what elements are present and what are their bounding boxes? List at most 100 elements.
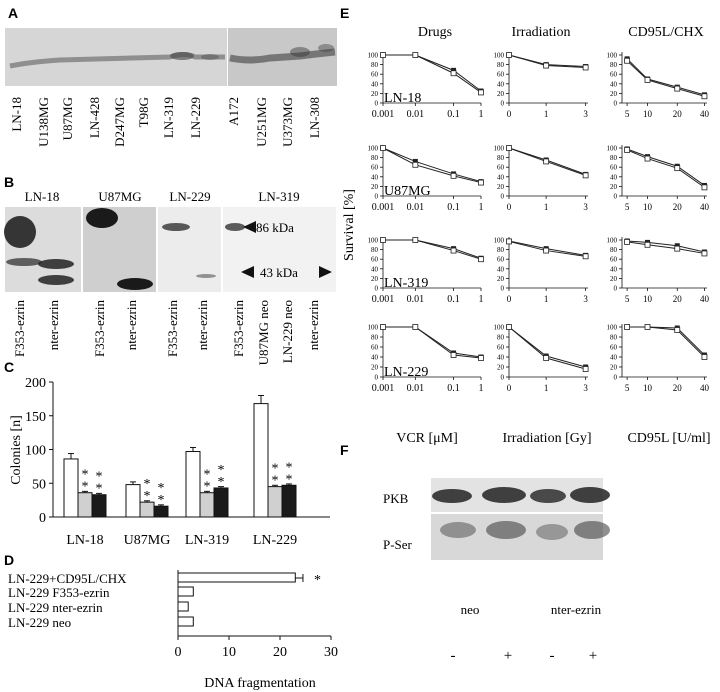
x-tick-label: 10 bbox=[643, 202, 653, 212]
significance-mark-bottom: * bbox=[144, 489, 151, 504]
x-tick-label: 0.001 bbox=[372, 383, 395, 394]
y-tick-label: 100 bbox=[368, 52, 379, 60]
lane-label-a: U251MG bbox=[254, 97, 269, 147]
y-tick-label: 100 bbox=[25, 444, 46, 459]
y-tick-label: 60 bbox=[497, 256, 505, 264]
y-tick-label: 100 bbox=[607, 324, 618, 332]
column-title: CD95L/CHX bbox=[628, 25, 703, 40]
series-line bbox=[627, 240, 705, 253]
significance-mark-top: * bbox=[82, 468, 89, 483]
y-tick-label: 20 bbox=[610, 364, 618, 372]
panel-label-b: B bbox=[4, 174, 14, 190]
data-point bbox=[380, 145, 386, 151]
pser-label: P-Ser bbox=[383, 537, 413, 552]
lane-label-a: LN-18 bbox=[9, 97, 24, 132]
y-axis-label: Colonies [n] bbox=[9, 415, 24, 485]
bar bbox=[125, 484, 141, 518]
x-tick-label: 5 bbox=[625, 383, 630, 393]
lane-label-b: nter-ezrin bbox=[46, 300, 61, 351]
data-point bbox=[478, 179, 484, 186]
marker-86-kda: 86 kDa bbox=[256, 220, 294, 235]
x-axis-label: DNA fragmentation bbox=[204, 676, 316, 691]
series-line bbox=[383, 239, 482, 259]
x-tick-label: 3 bbox=[583, 202, 588, 212]
x-tick-label: 40 bbox=[700, 109, 710, 119]
y-tick-label: 20 bbox=[610, 275, 618, 283]
y-tick-label: 80 bbox=[610, 154, 618, 162]
panel-label-c: C bbox=[4, 359, 14, 375]
y-tick-label: 80 bbox=[371, 154, 379, 162]
y-tick-label: 60 bbox=[497, 344, 505, 352]
category-label: LN-319 bbox=[185, 533, 229, 548]
x-tick-label: 0 bbox=[507, 294, 512, 304]
data-point bbox=[582, 253, 589, 260]
category-label: LN-229 F353-ezrin bbox=[8, 585, 110, 600]
arrow-86-icon bbox=[243, 221, 256, 233]
panel-a-blot bbox=[5, 28, 337, 86]
x-tick-label: 0.001 bbox=[372, 202, 395, 213]
arrow-43-left-icon bbox=[241, 266, 254, 278]
x-tick-label: 1 bbox=[479, 109, 484, 120]
x-tick-label: 40 bbox=[700, 383, 710, 393]
data-point bbox=[701, 250, 708, 257]
section-label-b: LN-18 bbox=[25, 189, 60, 204]
data-point bbox=[412, 237, 419, 243]
x-tick-label: 0 bbox=[507, 202, 512, 212]
x-axis-label: CD95L [U/ml] bbox=[627, 431, 710, 446]
y-tick-label: 20 bbox=[371, 90, 379, 98]
panel-label-a: A bbox=[8, 5, 18, 21]
x-tick-label: 1 bbox=[544, 383, 549, 393]
lane-label-b: nter-ezrin bbox=[306, 300, 321, 351]
y-tick-label: 20 bbox=[371, 275, 379, 283]
x-tick-label: 10 bbox=[643, 383, 653, 393]
lane-label-b: nter-ezrin bbox=[124, 300, 139, 351]
bar bbox=[253, 403, 269, 518]
data-point bbox=[478, 355, 484, 361]
data-point bbox=[644, 324, 651, 330]
significance-mark: * bbox=[314, 573, 321, 588]
lane-label-a: D247MG bbox=[112, 97, 127, 147]
y-tick-label: 100 bbox=[368, 145, 379, 153]
significance-mark-top: * bbox=[218, 463, 225, 478]
lane-sign: - bbox=[451, 648, 456, 664]
lane-label-a: LN-428 bbox=[87, 97, 102, 138]
y-tick-label: 80 bbox=[371, 334, 379, 342]
arrow-43-right-icon bbox=[319, 266, 332, 278]
x-tick-label: 1 bbox=[479, 202, 484, 213]
lane-label-a: U138MG bbox=[36, 97, 51, 147]
y-tick-label: 40 bbox=[497, 354, 505, 362]
lane-label-a: LN-229 bbox=[188, 97, 203, 138]
panel-label-e: E bbox=[340, 5, 349, 21]
x-tick-label: 3 bbox=[583, 294, 588, 304]
significance-mark-top: * bbox=[272, 462, 279, 477]
x-tick-label: 40 bbox=[700, 202, 710, 212]
significance-mark-top: * bbox=[96, 470, 103, 485]
y-tick-label: 60 bbox=[610, 164, 618, 172]
data-point bbox=[412, 324, 419, 330]
y-tick-label: 40 bbox=[371, 354, 379, 362]
category-label: LN-229 bbox=[253, 533, 297, 548]
category-label: LN-229 nter-ezrin bbox=[8, 600, 103, 615]
significance-mark-bottom: * bbox=[218, 475, 225, 490]
data-point bbox=[450, 247, 457, 254]
data-point bbox=[624, 239, 630, 245]
bar bbox=[77, 492, 93, 518]
x-tick-label: 10 bbox=[222, 645, 236, 660]
data-point bbox=[582, 366, 589, 372]
lane-label-a: A172 bbox=[226, 97, 241, 126]
data-point bbox=[543, 158, 550, 165]
data-point bbox=[543, 62, 550, 69]
y-tick-label: 60 bbox=[610, 71, 618, 79]
series-line bbox=[627, 241, 705, 254]
category-label: U87MG bbox=[124, 533, 171, 548]
lane-label-b: LN-229 neo bbox=[280, 300, 295, 363]
data-point bbox=[624, 324, 630, 330]
x-tick-label: 0.1 bbox=[447, 109, 460, 120]
y-tick-label: 100 bbox=[607, 52, 618, 60]
y-tick-label: 0 bbox=[375, 193, 379, 201]
significance-mark-top: * bbox=[204, 468, 211, 483]
section-label-b: LN-319 bbox=[258, 189, 299, 204]
data-point bbox=[644, 155, 651, 162]
